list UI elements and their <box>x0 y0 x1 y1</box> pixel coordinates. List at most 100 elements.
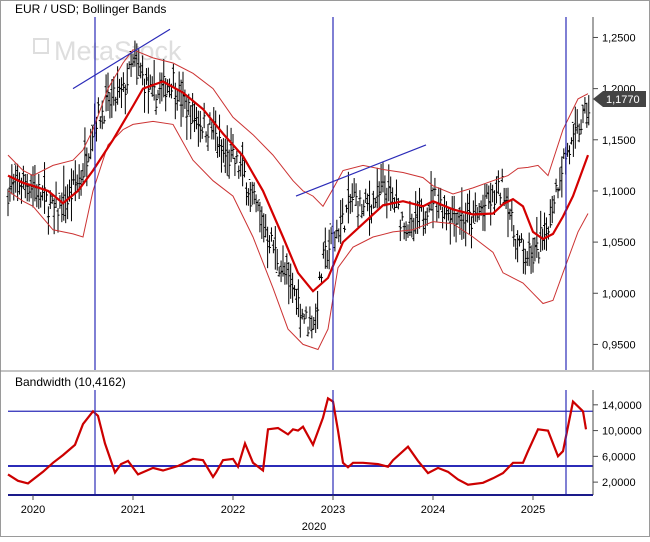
price-bar <box>571 121 575 157</box>
price-bar <box>329 223 333 245</box>
price-bar <box>350 183 354 213</box>
bandwidth-panel: Bandwidth (10,4162) 14,0000 10,0000 6,0000… <box>7 375 642 495</box>
time-axis-label: 2024 <box>421 504 445 516</box>
price-bar <box>552 195 556 214</box>
price-bar <box>41 185 45 201</box>
price-axis-label: 1,1000 <box>602 186 636 198</box>
price-bar <box>344 204 348 213</box>
price-bar <box>23 173 27 199</box>
price-bar <box>279 260 283 283</box>
price-bar <box>529 245 533 274</box>
price-bar <box>183 89 187 109</box>
price-bar <box>346 171 350 224</box>
price-bar <box>341 198 345 224</box>
price-bar <box>323 227 327 269</box>
price-bar <box>314 303 318 333</box>
price-bar <box>264 214 268 238</box>
price-bar <box>8 175 12 202</box>
price-bar <box>206 123 210 151</box>
price-bar <box>418 187 422 229</box>
price-bar <box>248 178 252 212</box>
time-axis-year-label: 2020 <box>302 521 326 533</box>
price-bar <box>398 219 402 242</box>
price-bar <box>325 250 329 269</box>
price-bar <box>119 77 123 109</box>
price-bar <box>244 182 248 206</box>
price-bar <box>573 106 577 149</box>
price-bar <box>216 136 220 158</box>
price-bar <box>366 193 370 212</box>
price-bar <box>537 248 541 264</box>
price-bar <box>219 139 223 173</box>
price-bar <box>519 233 523 243</box>
price-bar <box>491 184 495 203</box>
price-bar <box>121 72 125 93</box>
price-bar <box>133 40 137 67</box>
price-axis-label: 1,0000 <box>602 288 636 300</box>
price-bar <box>114 96 118 112</box>
price-bar <box>577 123 581 143</box>
price-bar <box>375 167 379 209</box>
price-bar <box>252 182 256 205</box>
price-bar <box>356 200 360 229</box>
price-bar <box>456 212 460 225</box>
price-bar <box>273 226 277 270</box>
price-bar <box>10 164 14 195</box>
price-bar <box>508 208 512 220</box>
price-bar <box>21 165 25 190</box>
price-bar <box>179 79 183 127</box>
price-bar <box>202 102 206 129</box>
price-bar <box>400 211 404 221</box>
price-bar <box>64 186 68 224</box>
price-bar <box>489 182 493 226</box>
price-bar <box>544 217 548 251</box>
price-bar <box>294 288 298 315</box>
price-bar <box>277 266 281 277</box>
price-bar <box>327 229 331 270</box>
price-bar <box>319 273 323 283</box>
price-bar <box>196 110 200 147</box>
price-bar <box>237 165 241 179</box>
last-price-label: 1,1770 <box>606 94 640 106</box>
price-bar <box>243 158 247 178</box>
price-bar <box>246 188 250 206</box>
price-bar <box>381 162 385 193</box>
price-bar <box>43 162 47 214</box>
price-bar <box>477 203 481 221</box>
price-bar <box>106 72 110 111</box>
price-bar <box>483 183 487 232</box>
price-bar <box>204 131 208 143</box>
price-bar <box>371 190 375 209</box>
bandwidth-axis-label: 2,0000 <box>602 477 636 489</box>
price-bar <box>37 173 41 209</box>
price-bar <box>39 191 43 208</box>
bandwidth-axis-label: 6,0000 <box>602 451 636 463</box>
price-bar <box>156 89 160 101</box>
price-bar <box>146 67 150 114</box>
price-bar <box>525 251 529 266</box>
price-bar <box>250 181 254 207</box>
price-bar <box>198 110 202 143</box>
price-bar <box>389 176 393 211</box>
price-axis-label: 1,0500 <box>602 237 636 249</box>
price-bar <box>166 79 170 96</box>
price-bar <box>287 262 291 305</box>
price-bar <box>550 195 554 226</box>
price-bar <box>235 150 239 164</box>
price-bar <box>162 59 166 98</box>
price-bar <box>200 127 204 139</box>
price-bar <box>498 192 502 205</box>
price-axis-label: 0,9500 <box>602 339 636 351</box>
price-bar <box>358 190 362 207</box>
price-bar <box>469 216 473 249</box>
price-bar <box>512 225 516 247</box>
price-bar <box>152 59 156 101</box>
price-bar <box>189 105 193 140</box>
price-bar <box>193 101 197 133</box>
price-bar <box>421 206 425 236</box>
price-bar <box>568 145 572 165</box>
price-bar <box>227 149 231 179</box>
price-bar <box>304 306 308 319</box>
price-bar <box>108 92 112 119</box>
